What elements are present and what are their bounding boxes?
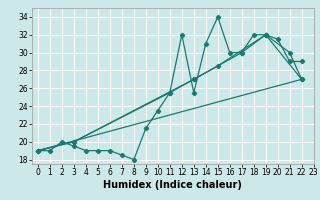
X-axis label: Humidex (Indice chaleur): Humidex (Indice chaleur) xyxy=(103,180,242,190)
